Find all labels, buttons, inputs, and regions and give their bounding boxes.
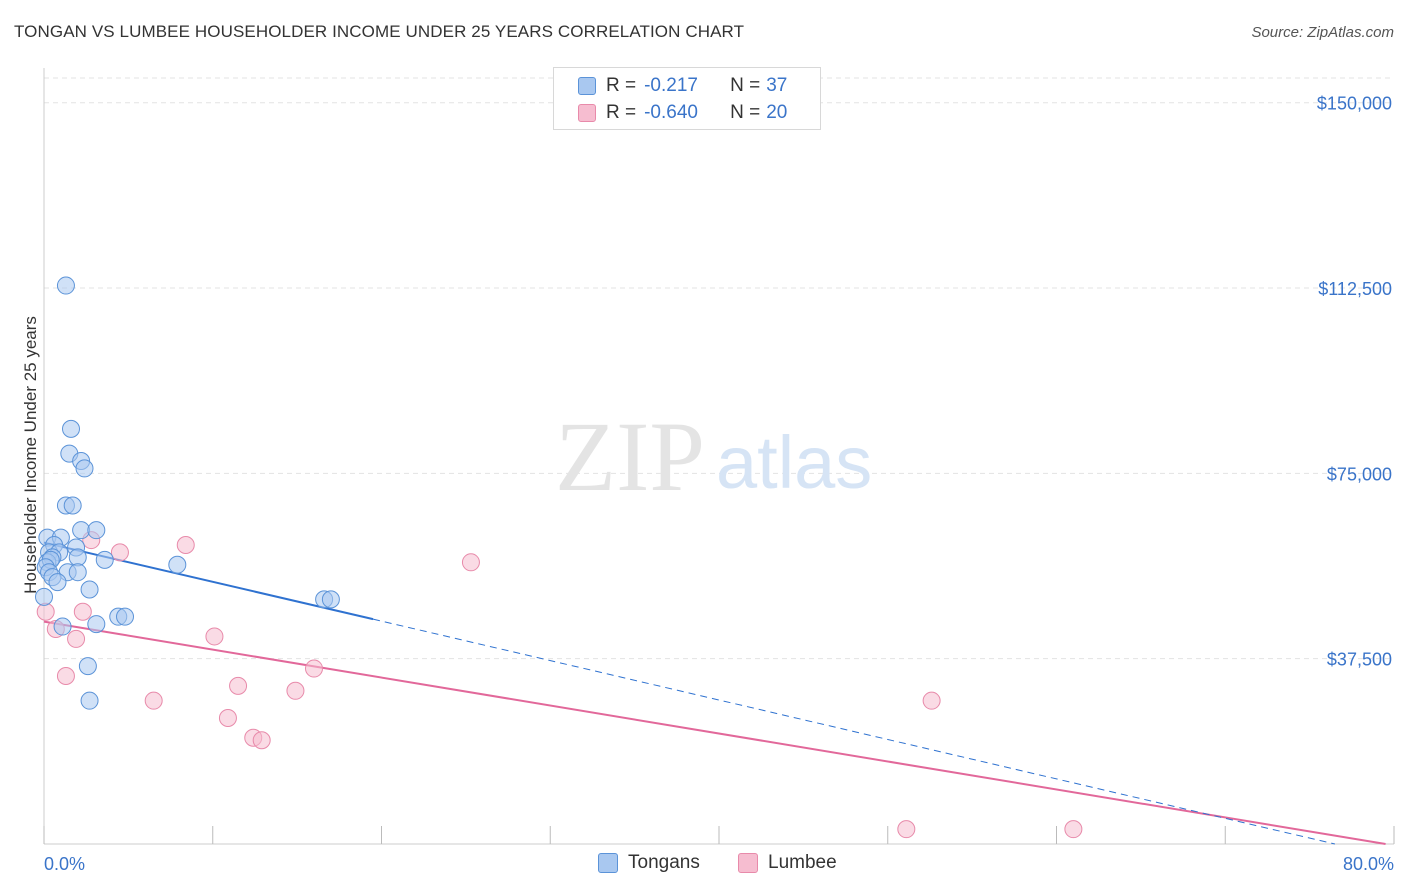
lumbee-point <box>218 708 237 727</box>
axis-layer <box>43 68 1395 845</box>
lumbee-legend-swatch <box>738 853 758 873</box>
chart-title: TONGAN VS LUMBEE HOUSEHOLDER INCOME UNDE… <box>14 22 745 41</box>
tongans-point <box>321 590 340 609</box>
legend-r-label: R = <box>606 102 637 123</box>
tongans-point <box>72 521 91 540</box>
tongans-point <box>56 276 75 295</box>
tongans-point <box>78 657 97 676</box>
bottom-legend-tongans[interactable]: Tongans <box>598 852 700 874</box>
lumbee-point <box>110 543 129 562</box>
lumbee-point <box>252 731 271 750</box>
lumbee-point <box>1064 820 1083 839</box>
lumbee-point <box>922 691 941 710</box>
tongans-point <box>35 587 53 606</box>
x-tick-label-max: 80.0% <box>1343 854 1394 874</box>
tongans-point <box>63 496 82 515</box>
legend-n-value: 20 <box>766 102 788 123</box>
lumbee-point <box>229 676 248 695</box>
lumbee-point <box>36 602 55 621</box>
y-axis-label: Householder Income Under 25 years <box>21 316 40 594</box>
lumbee-point <box>176 536 195 555</box>
lumbee-point <box>67 629 86 648</box>
lumbee-point <box>897 820 916 839</box>
y-tick-label: $150,000 <box>1317 94 1392 114</box>
lumbee-point <box>305 659 323 678</box>
points-layer <box>35 276 1083 839</box>
tongans-point <box>68 563 87 582</box>
tongans-point <box>87 521 106 540</box>
tongans-point <box>95 550 114 569</box>
watermark: ZIP atlas <box>555 401 872 512</box>
lumbee-point <box>286 681 305 700</box>
tongans-point <box>62 419 80 438</box>
tongans-swatch <box>578 77 596 95</box>
lumbee-point <box>144 691 163 710</box>
lumbee-swatch <box>578 104 596 122</box>
x-tick-label-min: 0.0% <box>44 854 85 874</box>
tongans-point <box>75 459 94 478</box>
y-tick-label: $75,000 <box>1327 464 1392 484</box>
tongans-legend-swatch <box>598 853 618 873</box>
legend-r-value: -0.217 <box>644 75 698 96</box>
tongans-point <box>116 607 134 626</box>
grid-layer <box>44 77 1394 660</box>
tongans-point <box>87 615 106 634</box>
lumbee-point <box>73 602 92 621</box>
tongans-point <box>80 691 99 710</box>
lumbee-point <box>461 553 480 572</box>
correlation-legend: R = -0.217 N = 37 R = -0.640 N = 20 <box>553 67 821 130</box>
label-layer: $37,500 $75,000 $112,500 $150,000 0.0% 80.0% H… <box>21 94 1394 874</box>
watermark-zip: ZIP <box>555 401 705 512</box>
legend-r-label: R = <box>606 75 637 96</box>
bottom-legend-lumbee[interactable]: Lumbee <box>738 852 837 874</box>
lumbee-point <box>205 627 224 646</box>
watermark-atlas: atlas <box>716 421 872 504</box>
tongans-point <box>80 580 99 599</box>
tongans-point <box>48 573 67 592</box>
legend-row-lumbee: R = -0.640 N = 20 <box>578 101 787 125</box>
lumbee-point <box>56 666 75 685</box>
lumbee-trend-line <box>43 620 1386 845</box>
tongans-trend-extension <box>372 618 1336 845</box>
legend-n-label: N = <box>730 102 761 123</box>
legend-n-value: 37 <box>766 75 788 96</box>
lumbee-legend-label: Lumbee <box>768 852 837 873</box>
legend-r-value: -0.640 <box>644 102 698 123</box>
legend-row-tongans: R = -0.217 N = 37 <box>578 74 787 98</box>
y-tick-label: $37,500 <box>1327 650 1392 670</box>
legend-n-label: N = <box>730 75 761 96</box>
trend-layer <box>43 541 1386 845</box>
y-tick-label: $112,500 <box>1318 279 1392 299</box>
tongans-legend-label: Tongans <box>628 852 700 873</box>
tongans-point <box>168 555 187 574</box>
tongans-point <box>53 617 72 636</box>
source-label: Source: ZipAtlas.com <box>1251 24 1394 41</box>
